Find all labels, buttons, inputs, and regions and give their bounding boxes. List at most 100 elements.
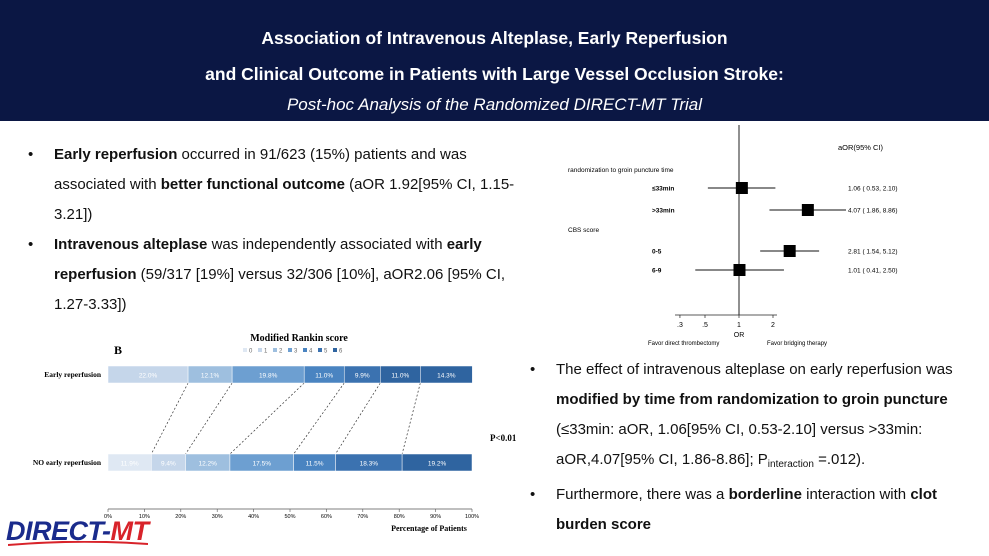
forest-axis-label: OR <box>734 332 745 339</box>
bullet-bold-text: clot burden score <box>556 486 937 533</box>
segment-label: 12.1% <box>201 373 220 380</box>
x-tick-label: 20% <box>175 514 186 520</box>
logo-swoosh <box>8 541 148 546</box>
forest-tick-labels: .3 .5 1 2 <box>677 315 775 329</box>
title-line-3: Post-hoc Analysis of the Randomized DIRE… <box>286 95 703 114</box>
x-tick-label: 60% <box>321 514 332 520</box>
segment-label: 14.3% <box>437 373 456 380</box>
x-tick-label: 90% <box>430 514 441 520</box>
bullet-text: (aOR 1.92[95% CI, 1.15-3.21]) <box>54 176 515 223</box>
segment-label: 22.0% <box>139 373 158 380</box>
bullet-bold-text: Early reperfusion <box>54 146 178 163</box>
estimate-text: 2.81 ( 1.54, 5.12) <box>848 249 898 256</box>
connector-line <box>293 382 345 455</box>
bullet-dot: • <box>28 236 34 253</box>
segment-label: 11.0% <box>391 373 409 380</box>
connector-line <box>185 382 233 455</box>
legend-label: 2 <box>279 349 283 355</box>
mrs-stacked-bar-chart: B Modified Rankin score 0 1 2 3 4 5 6 22.0% 12.… <box>33 333 517 533</box>
estimate-column-header: aOR(95% CI) <box>838 143 884 152</box>
p-value-annotation: P<0.01 <box>490 433 517 443</box>
connector-line <box>229 382 305 455</box>
category-label: NO early reperfusion <box>33 458 102 467</box>
panel-label: B <box>114 343 122 357</box>
legend-label: 1 <box>264 349 268 355</box>
x-tick-label: 0% <box>104 514 112 520</box>
legend-swatch <box>273 348 277 352</box>
x-axis-label: Percentage of Patients <box>391 524 467 533</box>
bullet-text: (59/317 [19%] versus 32/306 [10%], aOR2.… <box>54 266 506 313</box>
bullet-text: occurred in 91/623 (15%) patients and wa… <box>54 146 467 193</box>
estimate-text: 4.07 ( 1.86, 8.86) <box>848 208 898 215</box>
segment-label: 12.2% <box>199 461 218 468</box>
forest-plot: aOR(95% CI) randomization to groin punct… <box>568 125 898 347</box>
bullet-dot: • <box>530 486 536 503</box>
row-label: ≤33min <box>652 186 674 193</box>
bullet-text: Furthermore, there was a <box>556 486 729 503</box>
forest-rows: randomization to groin puncture time ≤33m… <box>568 167 898 276</box>
legend-swatch <box>318 348 322 352</box>
point-estimate <box>801 204 814 216</box>
legend-swatch <box>303 348 307 352</box>
row-label: >33min <box>652 208 675 215</box>
estimate-text: 1.06 ( 0.53, 2.10) <box>848 186 898 193</box>
bullet-dot: • <box>530 361 536 378</box>
segment-label: 19.8% <box>259 373 278 380</box>
x-tick-label: 100% <box>465 514 479 520</box>
bullet-bold-text: better functional outcome <box>160 176 345 193</box>
point-estimate <box>733 264 746 276</box>
bullet-text: was independently associated with <box>207 236 447 253</box>
segment-label: 9.4% <box>161 461 176 468</box>
point-estimate <box>735 182 748 194</box>
bullet-bold-text: borderline <box>728 486 802 503</box>
legend-swatch <box>258 348 262 352</box>
legend-label: 5 <box>324 349 328 355</box>
connector-lines <box>151 382 421 455</box>
x-tick-label: 50% <box>284 514 295 520</box>
subscript-text: interaction <box>767 459 814 470</box>
category-labels: Early reperfusion NO early reperfusion <box>33 370 102 467</box>
chart-legend: 0 1 2 3 4 5 6 <box>243 348 343 355</box>
legend-swatch <box>288 348 292 352</box>
connector-line <box>401 382 421 455</box>
bullet-effect-modification: • The effect of intravenous alteplase on… <box>530 355 980 480</box>
bar-segment <box>401 453 473 472</box>
x-tick-label: 10% <box>139 514 150 520</box>
estimate-text: 1.01 ( 0.41, 2.50) <box>848 268 898 275</box>
segment-label: 11.9% <box>121 461 139 468</box>
row-label: 0-5 <box>652 249 662 256</box>
title-banner: Association of Intravenous Alteplase, Ea… <box>0 0 989 121</box>
bullet-bold-text: early reperfusion <box>54 236 482 283</box>
x-tick-label: 30% <box>212 514 223 520</box>
bar-segment <box>420 365 473 384</box>
segment-label: 18.3% <box>360 461 379 468</box>
legend-swatch <box>333 348 337 352</box>
bullet-borderline: • Furthermore, there was a borderline in… <box>530 480 980 540</box>
legend-label: 4 <box>309 349 313 355</box>
legend-swatch <box>243 348 247 352</box>
bullet-text: interaction with <box>801 486 911 503</box>
bullet-text: =.012). <box>813 451 866 468</box>
title-line-2: and Clinical Outcome in Patients with La… <box>205 64 784 84</box>
forest-tick-label: .3 <box>677 322 683 329</box>
bullet-bold-text: modified by time from randomization to g… <box>556 391 948 408</box>
chart-title: Modified Rankin score <box>250 333 348 344</box>
bullet-text: The effect of intravenous alteplase on e… <box>556 361 953 378</box>
segment-label: 11.5% <box>306 461 324 468</box>
bullet-alteplase: • Intravenous alteplase was independentl… <box>28 230 518 320</box>
bullet-dot: • <box>28 146 34 163</box>
x-tick-label: 80% <box>394 514 405 520</box>
x-tick-label: 40% <box>248 514 259 520</box>
group-title: CBS score <box>568 227 599 234</box>
bar-segments: 22.0% 12.1% 19.8% 11.0% 9.9% 11.0% 14.3% 11.9% 9… <box>107 365 473 472</box>
legend-label: 0 <box>249 349 253 355</box>
bullet-early-reperfusion: • Early reperfusion occurred in 91/623 (… <box>28 140 518 230</box>
favor-right-label: Favor bridging therapy <box>767 341 827 347</box>
row-label: 6-9 <box>652 268 662 275</box>
segment-label: 19.2% <box>428 461 447 468</box>
group-title: randomization to groin puncture time <box>568 167 674 174</box>
forest-tick-label: .5 <box>702 322 708 329</box>
point-estimate <box>783 245 796 257</box>
right-bullet-list: • The effect of intravenous alteplase on… <box>530 355 980 540</box>
left-bullet-list: • Early reperfusion occurred in 91/623 (… <box>28 140 518 320</box>
